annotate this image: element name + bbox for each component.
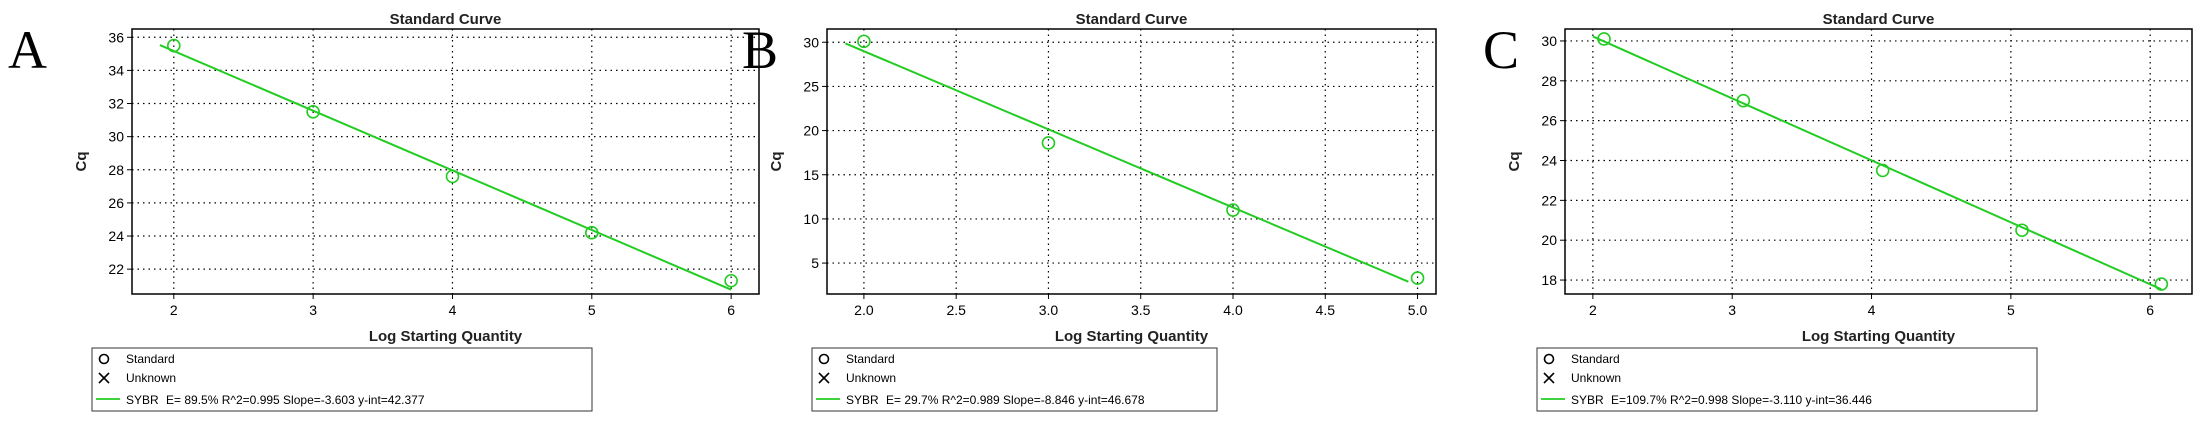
legend-circle-icon <box>1543 353 1555 365</box>
panel-letter: B <box>742 20 778 80</box>
x-tick-label: 5.0 <box>1408 302 1428 318</box>
legend-cross-icon <box>98 372 110 384</box>
data-point <box>1736 93 1751 108</box>
y-tick-label: 15 <box>803 167 819 183</box>
plot-frame <box>1564 28 2193 295</box>
legend: Standard Unknown SYBR E= 89.5% R^2=0.995 Sl… <box>91 347 593 412</box>
legend: Standard Unknown SYBR E=109.7% R^2=0.998 Sl… <box>1536 347 2038 412</box>
legend-entry-standard: Standard <box>126 352 175 366</box>
fit-line <box>845 42 1409 283</box>
fit-line <box>1592 35 2162 291</box>
y-tick-label: 26 <box>1541 113 1557 129</box>
data-point <box>724 273 738 288</box>
x-tick-label: 3 <box>309 302 317 318</box>
y-tick-label: 20 <box>1541 232 1557 248</box>
chart-title: Standard Curve <box>390 11 502 28</box>
data-point <box>306 105 320 119</box>
legend-fit-label: SYBR <box>1571 393 1604 407</box>
data-point <box>1041 136 1056 150</box>
y-tick-label: 24 <box>108 228 124 244</box>
y-tick-label: 30 <box>1541 33 1557 49</box>
legend-circle-icon <box>98 353 110 365</box>
x-tick-label: 6 <box>2146 302 2154 318</box>
panel-letter: A <box>8 20 47 80</box>
legend-entry-unknown: Unknown <box>1571 371 1621 385</box>
y-axis-label: Cq <box>73 152 90 172</box>
fit-line <box>159 44 732 291</box>
legend-box <box>811 347 1218 412</box>
y-tick-label: 36 <box>108 29 124 45</box>
legend-entry-unknown: Unknown <box>846 371 896 385</box>
legend-fit-label: SYBR <box>126 393 159 407</box>
y-tick-label: 30 <box>108 129 124 145</box>
x-axis-label: Log Starting Quantity <box>1802 328 1956 345</box>
y-tick-label: 26 <box>108 195 124 211</box>
legend-circle-icon <box>818 353 830 365</box>
chart-panel-b: B Standard Curve 2.0 2.5 3.0 3.5 4.0 4.5 5.0 5 10 1… <box>742 11 1437 412</box>
data-point <box>2154 277 2169 291</box>
legend-box <box>91 347 593 412</box>
x-tick-label: 6 <box>727 302 735 318</box>
x-tick-label: 4 <box>449 302 457 318</box>
x-tick-label: 4 <box>1868 302 1876 318</box>
x-tick-label: 2 <box>170 302 178 318</box>
legend-cross-icon <box>818 372 830 384</box>
plot-frame <box>131 28 760 295</box>
legend-fit-stats: E= 29.7% R^2=0.989 Slope=-8.846 y-int=46… <box>886 393 1145 407</box>
chart-panel-c: C Standard Curve 2 3 4 5 6 18 20 22 24 26 28 30 Log St… <box>1483 11 2193 412</box>
y-tick-label: 24 <box>1541 153 1557 169</box>
y-tick-label: 34 <box>108 62 124 78</box>
legend-entry-unknown: Unknown <box>126 371 176 385</box>
y-tick-label: 22 <box>1541 192 1557 208</box>
legend-fit-label: SYBR <box>846 393 879 407</box>
x-tick-label: 2 <box>1589 302 1597 318</box>
y-tick-label: 30 <box>803 34 819 50</box>
chart-title: Standard Curve <box>1823 11 1935 28</box>
y-tick-label: 28 <box>108 162 124 178</box>
y-tick-label: 32 <box>108 96 124 112</box>
data-point <box>1410 271 1425 285</box>
x-tick-label: 3 <box>1728 302 1736 318</box>
data-point <box>584 225 599 240</box>
legend: Standard Unknown SYBR E= 29.7% R^2=0.989 Sl… <box>811 347 1218 412</box>
chart-title: Standard Curve <box>1076 11 1188 28</box>
legend-fit-stats: E= 89.5% R^2=0.995 Slope=-3.603 y-int=42… <box>166 393 425 407</box>
y-tick-label: 25 <box>803 78 819 94</box>
y-tick-label: 10 <box>803 211 819 227</box>
y-axis-label: Cq <box>768 152 785 172</box>
y-tick-label: 20 <box>803 123 819 139</box>
data-point <box>1875 163 1890 178</box>
data-point <box>1226 203 1240 217</box>
y-tick-label: 28 <box>1541 73 1557 89</box>
x-tick-label: 4.5 <box>1316 302 1336 318</box>
legend-entry-standard: Standard <box>1571 352 1620 366</box>
data-point <box>1597 32 1611 46</box>
data-point <box>857 34 871 49</box>
data-point <box>2015 223 2029 238</box>
x-tick-label: 5 <box>588 302 596 318</box>
x-tick-label: 5 <box>2007 302 2015 318</box>
x-axis-label: Log Starting Quantity <box>1055 328 1209 345</box>
x-tick-label: 4.0 <box>1223 302 1243 318</box>
panel-letter: C <box>1483 20 1519 80</box>
data-point <box>445 169 460 184</box>
y-axis-label: Cq <box>1506 152 1523 172</box>
y-tick-label: 22 <box>108 261 124 277</box>
y-tick-label: 18 <box>1541 272 1557 288</box>
x-tick-label: 3.5 <box>1131 302 1151 318</box>
x-tick-label: 3.0 <box>1039 302 1059 318</box>
legend-box <box>1536 347 2038 412</box>
legend-fit-stats: E=109.7% R^2=0.998 Slope=-3.110 y-int=36… <box>1611 393 1872 407</box>
data-point <box>167 38 181 53</box>
legend-cross-icon <box>1543 372 1555 384</box>
x-tick-label: 2.0 <box>854 302 874 318</box>
x-axis-label: Log Starting Quantity <box>369 328 523 345</box>
x-tick-label: 2.5 <box>946 302 966 318</box>
y-tick-label: 5 <box>811 255 819 271</box>
plot-frame <box>826 28 1437 295</box>
legend-entry-standard: Standard <box>846 352 895 366</box>
